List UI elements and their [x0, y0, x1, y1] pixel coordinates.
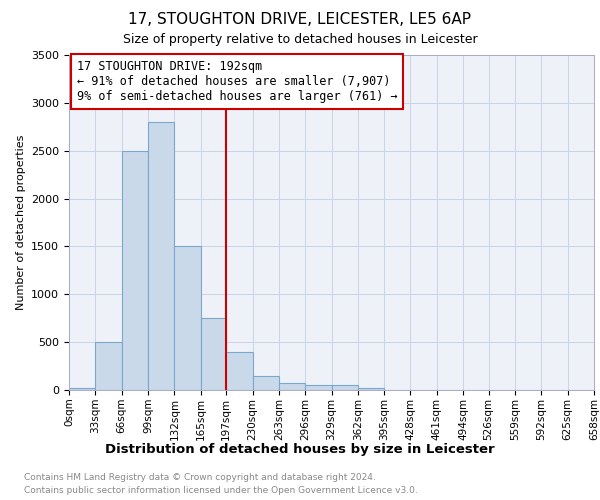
Y-axis label: Number of detached properties: Number of detached properties	[16, 135, 26, 310]
Text: 17 STOUGHTON DRIVE: 192sqm
← 91% of detached houses are smaller (7,907)
9% of se: 17 STOUGHTON DRIVE: 192sqm ← 91% of deta…	[77, 60, 398, 103]
Bar	[305, 385, 331, 390]
Bar	[95, 342, 122, 390]
Bar	[279, 383, 305, 390]
Bar	[226, 352, 253, 390]
Text: Contains HM Land Registry data © Crown copyright and database right 2024.: Contains HM Land Registry data © Crown c…	[24, 472, 376, 482]
Text: Distribution of detached houses by size in Leicester: Distribution of detached houses by size …	[105, 442, 495, 456]
Bar	[200, 318, 226, 390]
Bar	[122, 150, 148, 390]
Bar	[253, 376, 279, 390]
Bar	[358, 388, 384, 390]
Text: 17, STOUGHTON DRIVE, LEICESTER, LE5 6AP: 17, STOUGHTON DRIVE, LEICESTER, LE5 6AP	[128, 12, 472, 28]
Bar	[69, 388, 95, 390]
Bar	[148, 122, 175, 390]
Text: Size of property relative to detached houses in Leicester: Size of property relative to detached ho…	[122, 32, 478, 46]
Text: Contains public sector information licensed under the Open Government Licence v3: Contains public sector information licen…	[24, 486, 418, 495]
Bar	[331, 385, 358, 390]
Bar	[175, 246, 200, 390]
